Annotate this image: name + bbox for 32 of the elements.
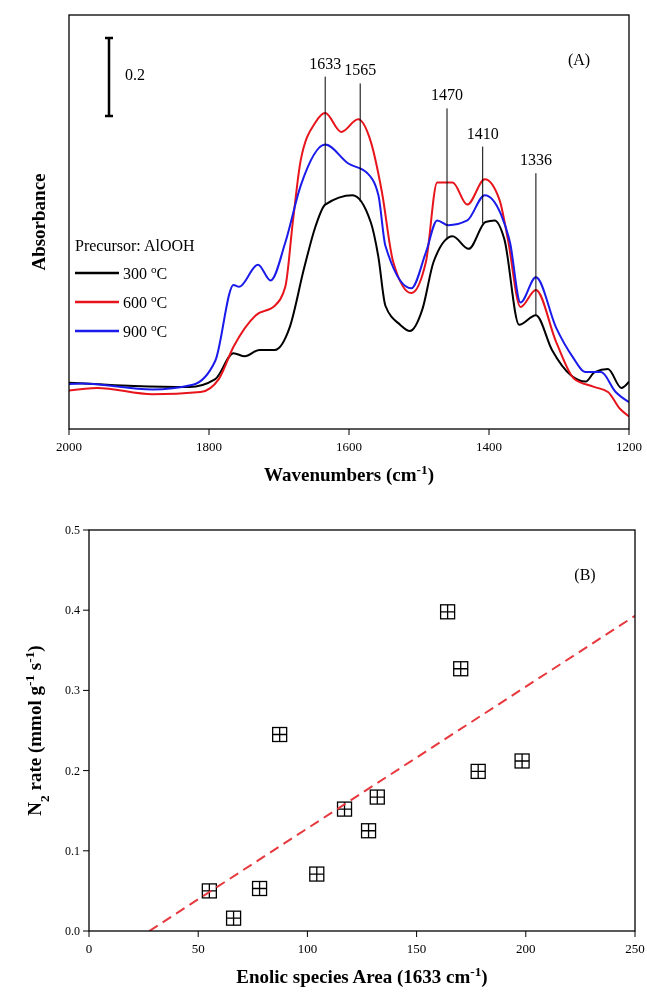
y-tick-label: 0.2 xyxy=(65,763,80,778)
text: 0.2 xyxy=(125,66,145,83)
annotation: 1565 xyxy=(344,61,377,79)
text: (A) xyxy=(567,51,591,69)
x-tick-label: 1200 xyxy=(616,439,642,454)
annotation: (B) xyxy=(574,566,596,584)
x-tick-label: 1600 xyxy=(336,439,362,454)
annotation: 1633 xyxy=(309,54,342,72)
legend-title: Precursor: AlOOH xyxy=(75,236,195,254)
x-tick-label: 150 xyxy=(406,941,427,956)
x-tick-label: 1800 xyxy=(196,439,222,454)
y-tick-label: 0.4 xyxy=(65,603,80,618)
x-tick-label: 200 xyxy=(516,941,536,956)
legend-label: 600 $^{o}$C xyxy=(123,291,168,311)
x-tick-label: 100 xyxy=(297,941,318,956)
x-tick-label: 50 xyxy=(191,941,205,956)
y-tick-label: 0.0 xyxy=(65,924,80,938)
y-axis-title: Absorbance xyxy=(28,173,49,271)
legend-label: 900 $^{o}$C xyxy=(123,320,168,340)
annotation: 1410 xyxy=(466,124,499,142)
y-tick-label: 0.3 xyxy=(65,683,80,698)
x-axis-title: Enolic species Area (1633 cm$^{-1}$) xyxy=(236,963,488,988)
x-tick-label: 1400 xyxy=(476,439,502,454)
y-tick-label: 0.5 xyxy=(65,523,80,537)
legend-label: 300 $^{o}$C xyxy=(123,262,168,282)
y-tick-label: 0.1 xyxy=(65,843,80,858)
x-tick-label: 250 xyxy=(625,941,645,956)
x-tick-label: 0 xyxy=(85,941,93,956)
annotation: 1470 xyxy=(431,86,463,104)
x-tick-label: 2000 xyxy=(56,439,82,454)
x-axis-title: Wavenumbers (cm$^{-1}$) xyxy=(264,461,434,486)
annotation: 1336 xyxy=(519,151,552,169)
